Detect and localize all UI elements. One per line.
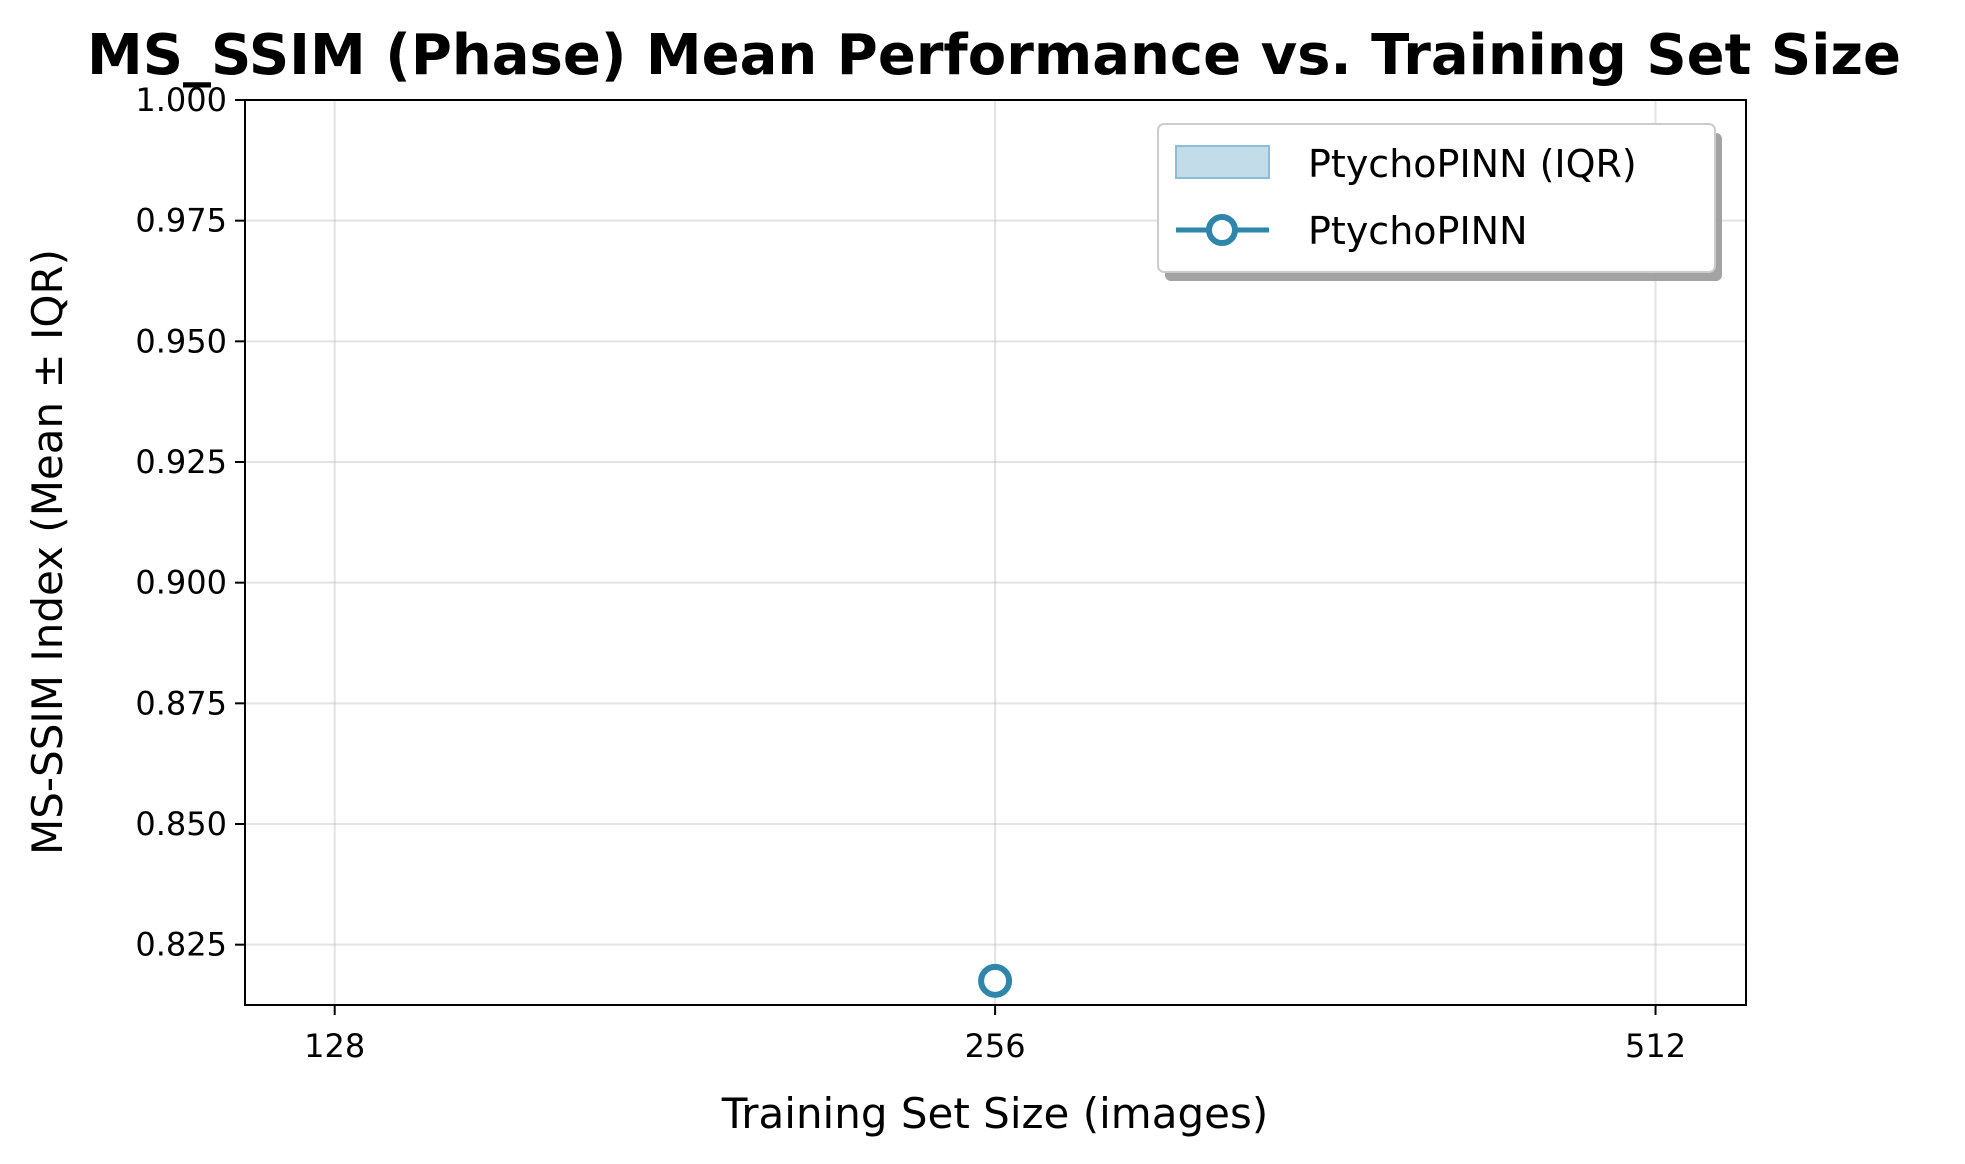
chart-title: MS_SSIM (Phase) Mean Performance vs. Tra… bbox=[87, 23, 1901, 88]
x-tick-label: 128 bbox=[304, 1027, 365, 1065]
x-tick-label: 256 bbox=[965, 1027, 1026, 1065]
legend-marker-swatch bbox=[1206, 214, 1238, 246]
data-point bbox=[978, 963, 1013, 998]
y-axis-ticks: 0.825 0.850 0.875 0.900 0.925 0.950 0.975 1.000 bbox=[135, 81, 245, 964]
legend-iqr-swatch bbox=[1175, 145, 1270, 179]
y-tick-label: 0.825 bbox=[135, 926, 227, 964]
y-tick-label: 0.900 bbox=[135, 564, 227, 602]
x-axis-ticks: 128 256 512 bbox=[304, 1005, 1686, 1065]
legend: PtychoPINN (IQR) PtychoPINN bbox=[1157, 123, 1722, 281]
legend-label-series: PtychoPINN bbox=[1308, 209, 1528, 253]
y-tick-label: 0.925 bbox=[135, 443, 227, 481]
y-tick-label: 0.875 bbox=[135, 684, 227, 722]
legend-box bbox=[1157, 123, 1716, 273]
y-tick-label: 0.850 bbox=[135, 805, 227, 843]
y-tick-label: 0.950 bbox=[135, 322, 227, 360]
series-layer bbox=[978, 963, 1013, 998]
y-axis-label: MS-SSIM Index (Mean ± IQR) bbox=[23, 249, 72, 855]
x-axis-label: Training Set Size (images) bbox=[721, 1089, 1268, 1138]
y-tick-label: 0.975 bbox=[135, 202, 227, 240]
y-tick-label: 1.000 bbox=[135, 81, 227, 119]
x-tick-label: 512 bbox=[1625, 1027, 1686, 1065]
legend-label-iqr: PtychoPINN (IQR) bbox=[1308, 142, 1637, 186]
